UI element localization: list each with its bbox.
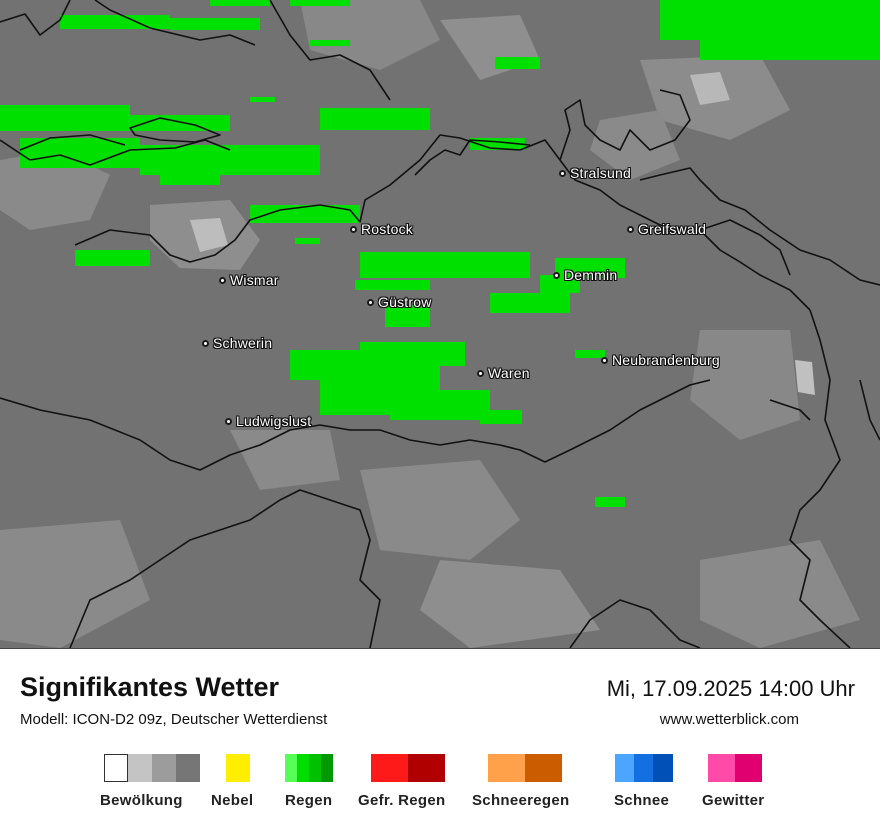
city-dot-icon	[225, 417, 232, 425]
city-dot-icon	[477, 369, 484, 377]
legend-swatch	[176, 754, 200, 782]
legend-swatch	[309, 754, 321, 782]
city-dot-icon	[219, 276, 226, 284]
legend-swatch	[615, 754, 634, 782]
city-label: Schwerin	[213, 335, 273, 351]
legend-swatches-schnee	[615, 754, 673, 782]
city-label: Demmin	[564, 267, 618, 283]
city-label: Neubrandenburg	[612, 352, 720, 368]
city-label: Ludwigslust	[236, 413, 312, 429]
rain-areas	[0, 0, 880, 507]
legend-swatch	[297, 754, 309, 782]
legend-swatches-gewitter	[708, 754, 762, 782]
city-label: Wismar	[230, 272, 279, 288]
coastlines	[0, 0, 880, 648]
city-label: Güstrow	[378, 294, 432, 310]
legend-swatch	[408, 754, 445, 782]
city-dot-icon	[553, 271, 560, 279]
legend-swatch	[128, 754, 152, 782]
legend-swatch	[488, 754, 525, 782]
legend-swatch	[525, 754, 562, 782]
city-marker-neubrandenburg: Neubrandenburg	[601, 352, 720, 368]
city-marker-stralsund: Stralsund	[559, 165, 631, 181]
legend-label-nebel: Nebel	[211, 792, 254, 809]
city-dot-icon	[559, 169, 566, 177]
city-marker-ludwigslust: Ludwigslust	[225, 413, 311, 429]
legend-swatch	[226, 754, 250, 782]
legend-swatches-schneeregen	[488, 754, 562, 782]
city-marker-greifswald: Greifswald	[627, 221, 706, 237]
legend-label-gefr-regen: Gefr. Regen	[358, 792, 446, 809]
city-label: Rostock	[361, 221, 413, 237]
legend-label-gewitter: Gewitter	[702, 792, 765, 809]
model-info: Modell: ICON-D2 09z, Deutscher Wetterdie…	[20, 711, 328, 728]
city-label: Waren	[488, 365, 530, 381]
legend-swatches-regen	[285, 754, 333, 782]
legend-label-regen: Regen	[285, 792, 333, 809]
legend-swatch	[285, 754, 297, 782]
legend-swatch	[708, 754, 735, 782]
city-label: Greifswald	[638, 221, 707, 237]
city-dot-icon	[627, 225, 634, 233]
legend-swatch	[735, 754, 762, 782]
legend-label-bewoelkung: Bewölkung	[100, 792, 183, 809]
map-layer	[0, 0, 880, 648]
legend-swatch	[104, 754, 128, 782]
map-title: Signifikantes Wetter	[20, 672, 280, 702]
legend-swatches-nebel	[226, 754, 250, 782]
legend-swatch	[152, 754, 176, 782]
city-marker-wismar: Wismar	[219, 272, 279, 288]
city-dot-icon	[350, 225, 357, 233]
city-dot-icon	[202, 339, 209, 347]
city-marker-waren: Waren	[477, 365, 530, 381]
city-dot-icon	[601, 356, 608, 364]
forecast-datetime: Mi, 17.09.2025 14:00 Uhr	[606, 676, 855, 701]
city-marker-rostock: Rostock	[350, 221, 413, 237]
legend-swatch	[634, 754, 653, 782]
legend-swatches-gefr-regen	[371, 754, 445, 782]
legend-swatches-bewoelkung	[104, 754, 200, 782]
legend-label-schneeregen: Schneeregen	[472, 792, 570, 809]
legend-swatch	[321, 754, 333, 782]
legend-label-schnee: Schnee	[614, 792, 670, 809]
city-marker-guestrow: Güstrow	[367, 294, 432, 310]
legend-swatch	[371, 754, 408, 782]
legend-swatch	[653, 754, 673, 782]
city-dot-icon	[367, 298, 374, 306]
city-label: Stralsund	[570, 165, 631, 181]
website-link[interactable]: www.wetterblick.com	[659, 711, 799, 728]
weather-map: Stralsund Rostock Greifswald Demmin Wism…	[0, 0, 880, 649]
city-marker-demmin: Demmin	[553, 267, 617, 283]
city-marker-schwerin: Schwerin	[202, 335, 272, 351]
